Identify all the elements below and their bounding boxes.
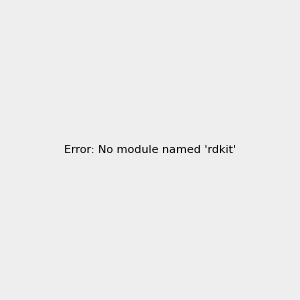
Text: Error: No module named 'rdkit': Error: No module named 'rdkit' xyxy=(64,145,236,155)
